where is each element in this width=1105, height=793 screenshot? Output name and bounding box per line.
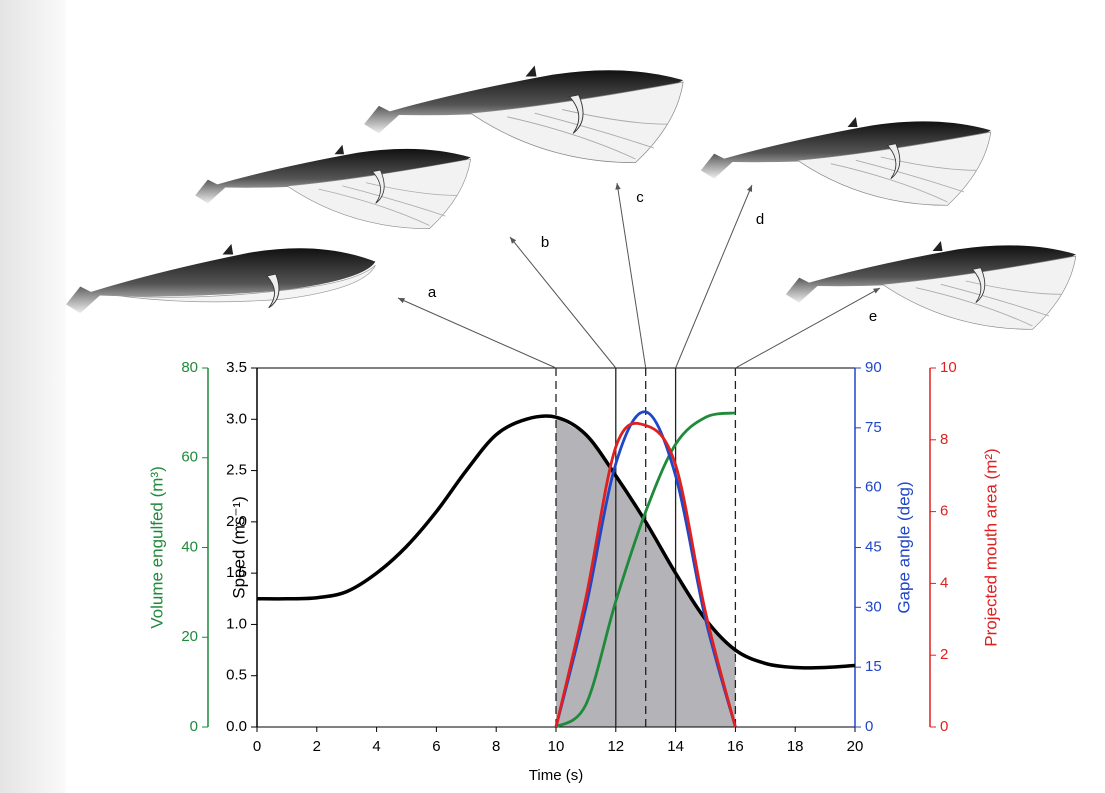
x-tick-label: 6 [432,738,440,755]
y-tick-label: 6 [940,503,948,520]
side-strip [0,0,66,793]
y-tick-label: 2.5 [226,462,247,479]
event-arrow [675,184,753,369]
event-label: b [541,234,549,251]
y-tick-label: 30 [865,598,882,615]
event-label: c [636,189,644,206]
x-tick-label: 16 [727,738,744,755]
data-line [554,421,737,728]
arrow-head [510,237,517,244]
x-tick-label: 20 [847,738,864,755]
whale-illustration [194,144,472,230]
data-line [554,410,737,728]
x-tick-label: 10 [548,738,565,755]
y-tick-label: 60 [865,479,882,496]
data-line [555,411,736,729]
arrow-head [747,185,753,192]
y-tick-label: 75 [865,419,882,436]
y-tick-label: 0 [865,718,873,735]
x-axis-label: Time (s) [529,767,583,784]
y-tick-label: 0 [940,718,948,735]
y-tick-label: 2.0 [226,513,247,530]
x-tick-label: 14 [667,738,684,755]
y-tick-label: 40 [181,538,198,555]
event-label: e [869,308,877,325]
whale-illustration [65,243,376,314]
y-tick-label: 0 [190,718,198,735]
y-tick-label: 15 [865,658,882,675]
event-arrow [616,182,647,369]
x-tick-label: 12 [607,738,624,755]
y-tick-label: 4 [940,574,948,591]
y-tick-label: 0.0 [226,718,247,735]
x-tick-label: 18 [787,738,804,755]
x-tick-label: 8 [492,738,500,755]
y-tick-label: 1.5 [226,564,247,581]
event-arrow [735,287,881,369]
y-tick-label: 60 [181,449,198,466]
y-axis-label: Volume engulfed (m³) [147,466,166,629]
arrow-head [398,298,405,304]
whale-illustration [700,116,992,206]
x-tick-label: 4 [372,738,380,755]
y-tick-label: 0.5 [226,667,247,684]
y-tick-label: 10 [940,359,957,376]
whale-illustration [363,65,684,164]
y-tick-label: 45 [865,538,882,555]
y-tick-label: 8 [940,431,948,448]
y-tick-label: 90 [865,359,882,376]
y-tick-label: 20 [181,628,198,645]
y-tick-label: 80 [181,359,198,376]
data-line [256,414,856,670]
y-axis-label: Gape angle (deg) [894,481,913,613]
shaded-region [556,417,736,727]
x-tick-label: 2 [313,738,321,755]
event-label: d [756,211,764,228]
x-tick-label: 0 [253,738,261,755]
y-tick-label: 3.5 [226,359,247,376]
event-arrow [509,236,617,369]
y-axis-label: Speed (ms⁻¹) [229,496,248,599]
y-tick-label: 2 [940,646,948,663]
event-arrow [397,297,557,369]
y-tick-label: 1.0 [226,615,247,632]
y-tick-label: 3.0 [226,410,247,427]
y-axis-label: Projected mouth area (m²) [981,448,1000,646]
event-label: a [428,284,437,301]
arrow-head [615,183,621,190]
arrow-head [873,288,880,294]
